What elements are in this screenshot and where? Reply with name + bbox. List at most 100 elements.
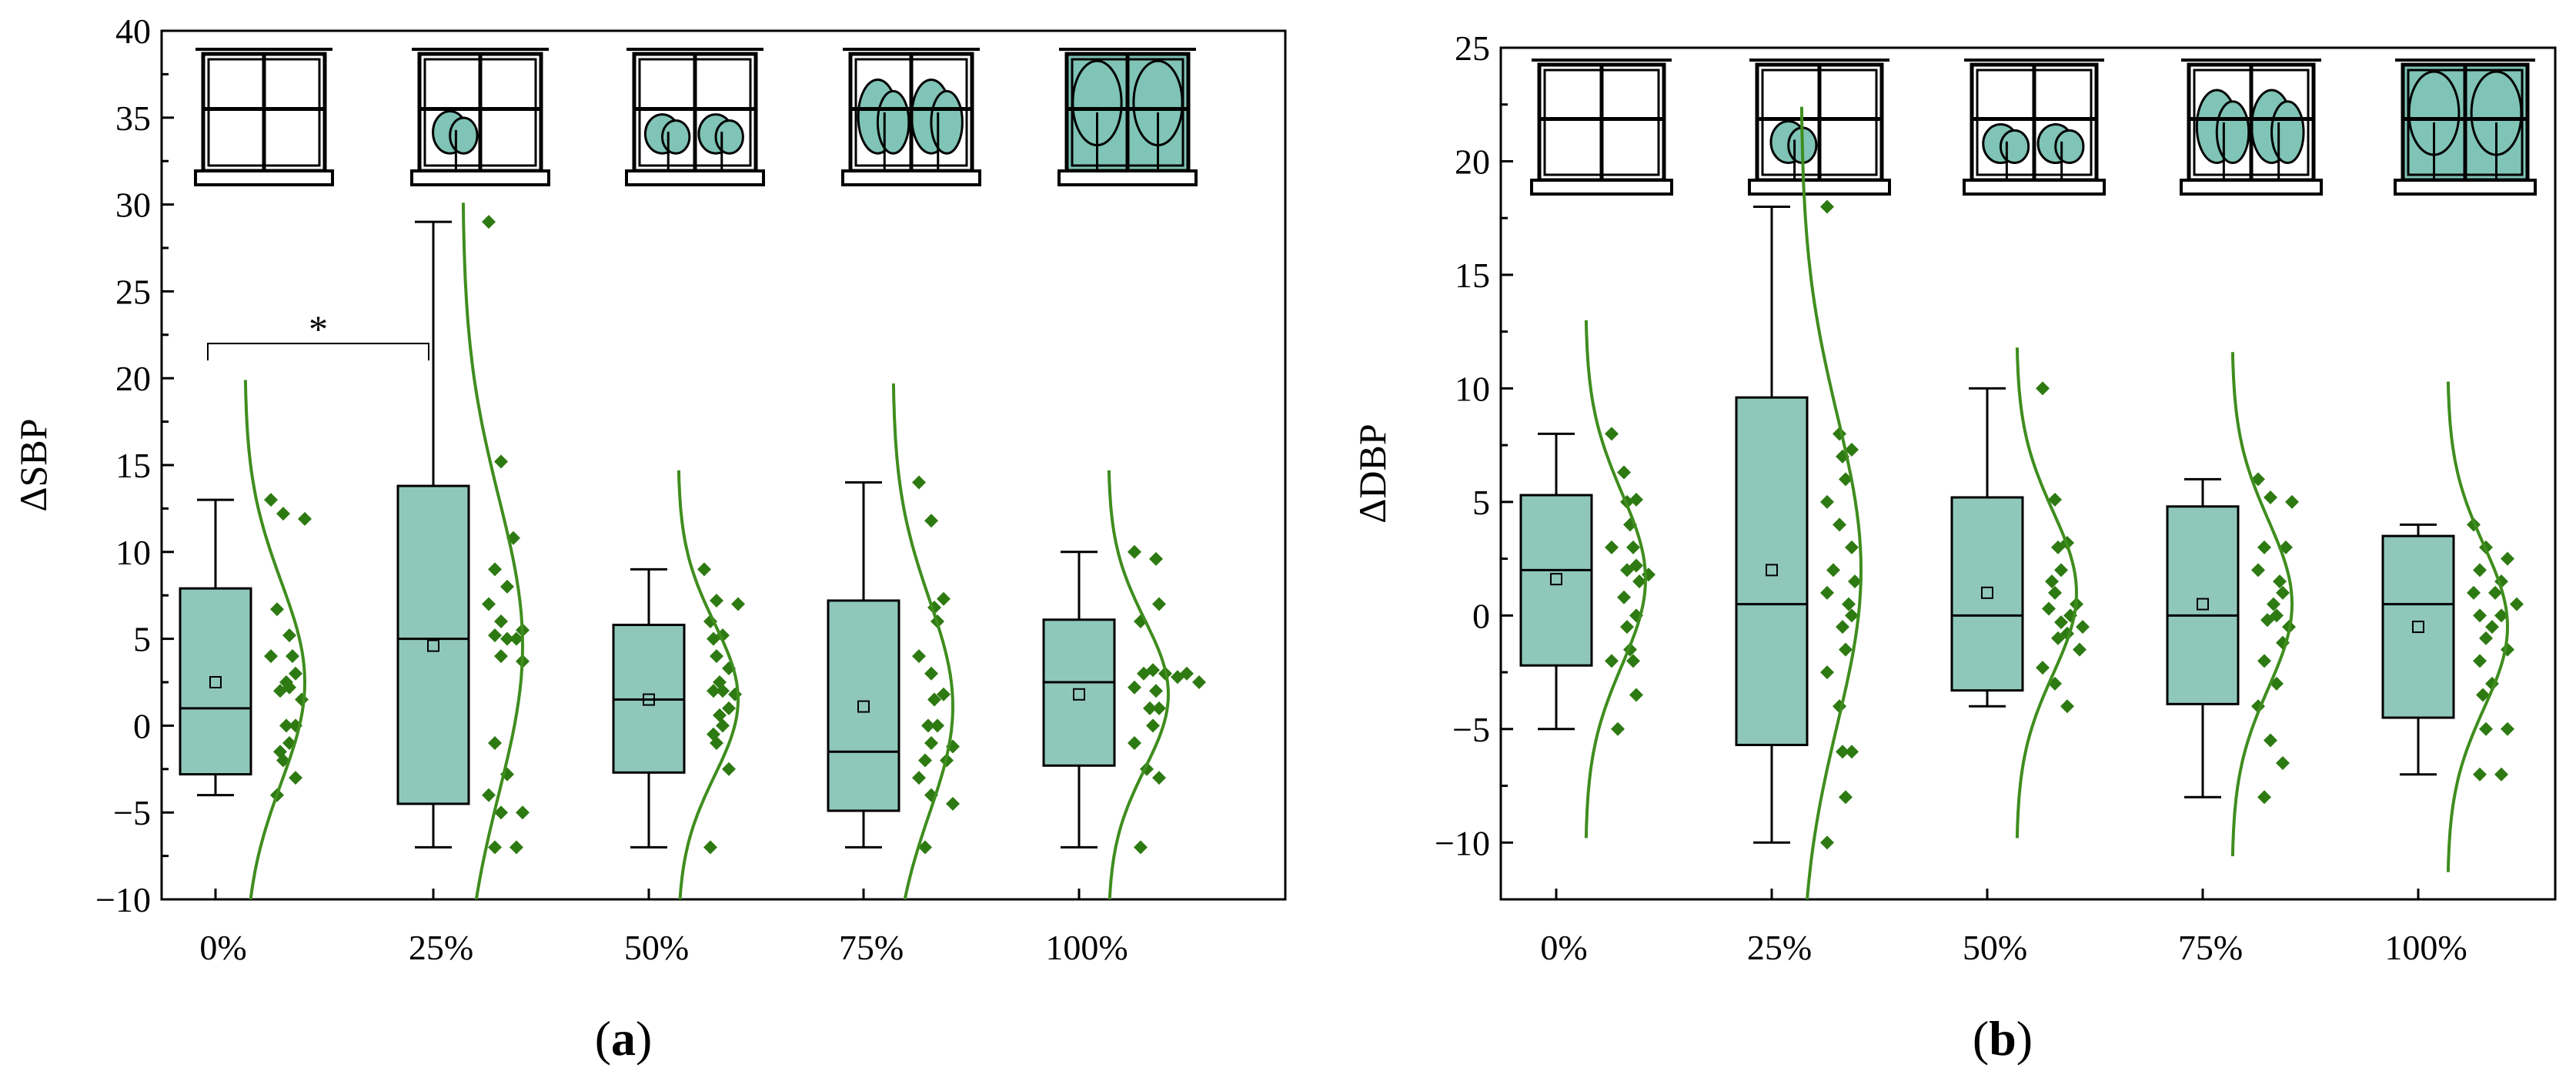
window-25pct-icon — [1748, 59, 1891, 196]
data-point — [1128, 544, 1141, 559]
data-point — [2251, 563, 2265, 578]
y-tick-label: −5 — [113, 793, 151, 832]
box-4 — [1042, 470, 1206, 899]
data-point — [488, 562, 502, 577]
data-point — [2036, 661, 2050, 675]
data-point — [1152, 597, 1166, 611]
data-point — [722, 762, 736, 776]
y-tick-label: 10 — [1455, 369, 1490, 408]
data-point — [1839, 642, 1853, 657]
box-0 — [1519, 320, 1656, 839]
x-tick-label: 25% — [1747, 928, 1812, 967]
data-point — [2485, 620, 2499, 634]
data-point — [2273, 574, 2287, 589]
data-point — [697, 562, 711, 577]
data-point — [516, 805, 530, 820]
data-point — [924, 735, 938, 750]
data-point — [488, 735, 502, 750]
data-point — [1836, 745, 1849, 759]
data-point — [2473, 654, 2487, 668]
data-point — [2260, 613, 2274, 628]
data-point — [2285, 494, 2299, 509]
data-point — [482, 597, 496, 611]
data-point — [912, 475, 926, 490]
box-1 — [396, 203, 530, 899]
data-point — [2479, 721, 2493, 736]
data-point — [1605, 654, 1619, 668]
data-point — [2054, 615, 2068, 630]
window-sill — [1530, 179, 1673, 196]
distribution-curve — [677, 470, 740, 899]
box-mean-marker — [1550, 573, 1562, 586]
data-point — [1171, 670, 1184, 685]
y-tick-label: −10 — [1435, 823, 1490, 862]
data-point — [707, 684, 720, 698]
box-1 — [1735, 106, 1863, 899]
data-point — [937, 687, 951, 701]
significance-label: * — [309, 307, 328, 350]
data-point — [1143, 701, 1157, 715]
y-axis-title: ΔSBP — [12, 418, 55, 511]
data-point — [1836, 620, 1849, 634]
plot-area — [1519, 106, 2524, 899]
data-point — [2257, 654, 2271, 668]
panel-a-chart: −10 −5 0 5 10 15 20 25 30 35 40 0% 25% 50% 75% 100% ΔSBP… — [12, 12, 1287, 1066]
data-point — [927, 692, 941, 707]
tree-canopy — [876, 89, 910, 155]
x-tick-label: 25% — [409, 928, 473, 967]
panel-b-chart: −10 −5 0 5 10 15 20 25 0% 25% 50% 75% 100% ΔDBP (b) — [1351, 28, 2557, 1066]
data-point — [494, 614, 508, 629]
data-point — [2060, 699, 2074, 714]
data-point — [1620, 620, 1634, 634]
tree-canopy — [660, 119, 691, 155]
y-tick-label: 5 — [133, 620, 151, 659]
window-sill — [410, 169, 550, 186]
data-point — [1826, 563, 1840, 578]
data-point — [2054, 563, 2068, 578]
box-mean-marker — [643, 693, 655, 706]
distribution-curve — [243, 380, 307, 899]
box-iqr — [2166, 505, 2240, 705]
data-point — [2467, 585, 2481, 600]
data-point — [2042, 601, 2056, 616]
data-point — [937, 591, 951, 606]
data-point — [2473, 608, 2487, 623]
y-tick-label: 40 — [115, 12, 151, 51]
data-point — [1611, 721, 1625, 736]
data-point — [494, 805, 508, 820]
y-tick-label: 35 — [115, 99, 151, 138]
data-point — [2048, 492, 2062, 507]
data-point — [1617, 465, 1631, 480]
data-point — [713, 708, 727, 722]
window-75pct-icon — [841, 48, 981, 186]
data-point — [1149, 551, 1163, 566]
y-tick-label: −10 — [95, 880, 151, 919]
data-point — [1820, 585, 1834, 600]
x-tick-label: 0% — [1540, 928, 1587, 967]
box-iqr — [1950, 496, 2024, 692]
data-point — [282, 628, 296, 643]
data-point — [2276, 585, 2290, 600]
box-iqr — [1735, 396, 1809, 746]
data-point — [716, 718, 730, 733]
y-tick-label: 0 — [1472, 596, 1490, 635]
box-iqr — [1042, 618, 1116, 767]
distribution-curve — [2015, 347, 2079, 839]
panel-label: (b) — [1973, 1011, 2033, 1066]
window-100pct-icon — [1057, 48, 1198, 186]
data-point — [1137, 666, 1151, 681]
data-point — [1629, 688, 1643, 702]
y-tick-label: 0 — [133, 706, 151, 745]
y-axis-title: ΔDBP — [1351, 424, 1394, 523]
box-mean-marker — [2197, 598, 2209, 611]
distribution-curve — [2446, 381, 2510, 872]
data-point — [264, 649, 278, 664]
box-3 — [827, 383, 960, 899]
data-point — [1605, 540, 1619, 554]
window-75pct-icon — [2180, 59, 2323, 196]
box-iqr — [2381, 534, 2455, 719]
data-point — [921, 718, 935, 733]
data-point — [1605, 427, 1619, 441]
tree-canopy — [930, 89, 964, 155]
window-0pct-icon — [1530, 59, 1673, 196]
